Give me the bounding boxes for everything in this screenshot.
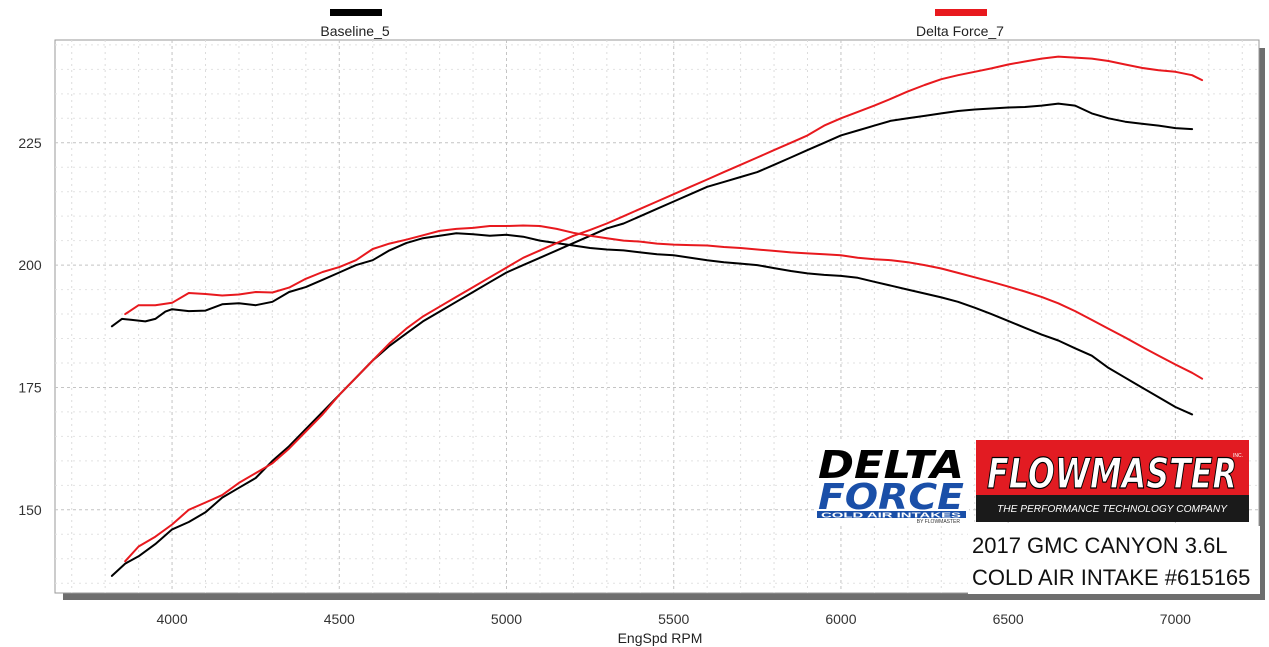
caption-line1: 2017 GMC CANYON 3.6L <box>972 533 1228 558</box>
legend-label-baseline: Baseline_5 <box>320 23 389 39</box>
flowmaster-logo-name: FLOWMASTER <box>987 449 1237 498</box>
x-tick-label: 5500 <box>658 611 689 627</box>
legend-swatch-baseline <box>330 9 382 16</box>
y-tick-label: 150 <box>18 502 42 518</box>
series-line-baseline-horsepower <box>110 102 1194 577</box>
caption-bg <box>968 526 1260 594</box>
y-axis-ticks: 150 175 200 225 <box>18 135 42 518</box>
series-line-baseline-torque <box>110 232 1194 416</box>
flowmaster-tagline: THE PERFORMANCE TECHNOLOGY COMPANY <box>997 504 1228 515</box>
legend-swatch-delta-force <box>935 9 987 16</box>
caption: 2017 GMC CANYON 3.6L COLD AIR INTAKE #61… <box>968 526 1260 594</box>
legend: Baseline_5 Delta Force_7 <box>320 9 1004 39</box>
delta-force-logo: DELTA FORCE COLD AIR INTAKES BY FLOWMAST… <box>814 440 969 525</box>
series-layer <box>110 55 1204 577</box>
delta-force-logo-bg <box>814 440 969 524</box>
delta-force-tagline: COLD AIR INTAKES <box>821 513 962 520</box>
flowmaster-logo-inc: INC. <box>1233 453 1243 459</box>
series-line-delta-force-horsepower <box>124 55 1204 563</box>
x-tick-label: 6500 <box>993 611 1024 627</box>
flowmaster-logo: FLOWMASTER INC. THE PERFORMANCE TECHNOLO… <box>976 440 1249 522</box>
y-tick-label: 225 <box>18 135 42 151</box>
x-tick-label: 4000 <box>156 611 187 627</box>
x-tick-label: 6000 <box>825 611 856 627</box>
x-tick-label: 4500 <box>324 611 355 627</box>
delta-force-tagline-bar <box>817 511 966 518</box>
series-line-delta-force-torque <box>124 224 1204 380</box>
legend-label-delta-force: Delta Force_7 <box>916 23 1004 39</box>
x-tick-label: 7000 <box>1160 611 1191 627</box>
caption-line2: COLD AIR INTAKE #615165 <box>972 565 1250 590</box>
delta-force-logo-line1: DELTA <box>818 443 964 487</box>
x-axis-ticks: 4000 4500 5000 5500 6000 6500 7000 <box>156 611 1191 627</box>
delta-force-byline: BY FLOWMASTER <box>917 519 961 525</box>
x-tick-label: 5000 <box>491 611 522 627</box>
flowmaster-logo-stripe <box>976 495 1249 522</box>
x-axis-title: EngSpd RPM <box>618 630 703 646</box>
y-tick-label: 175 <box>18 379 42 395</box>
y-tick-label: 200 <box>18 257 42 273</box>
